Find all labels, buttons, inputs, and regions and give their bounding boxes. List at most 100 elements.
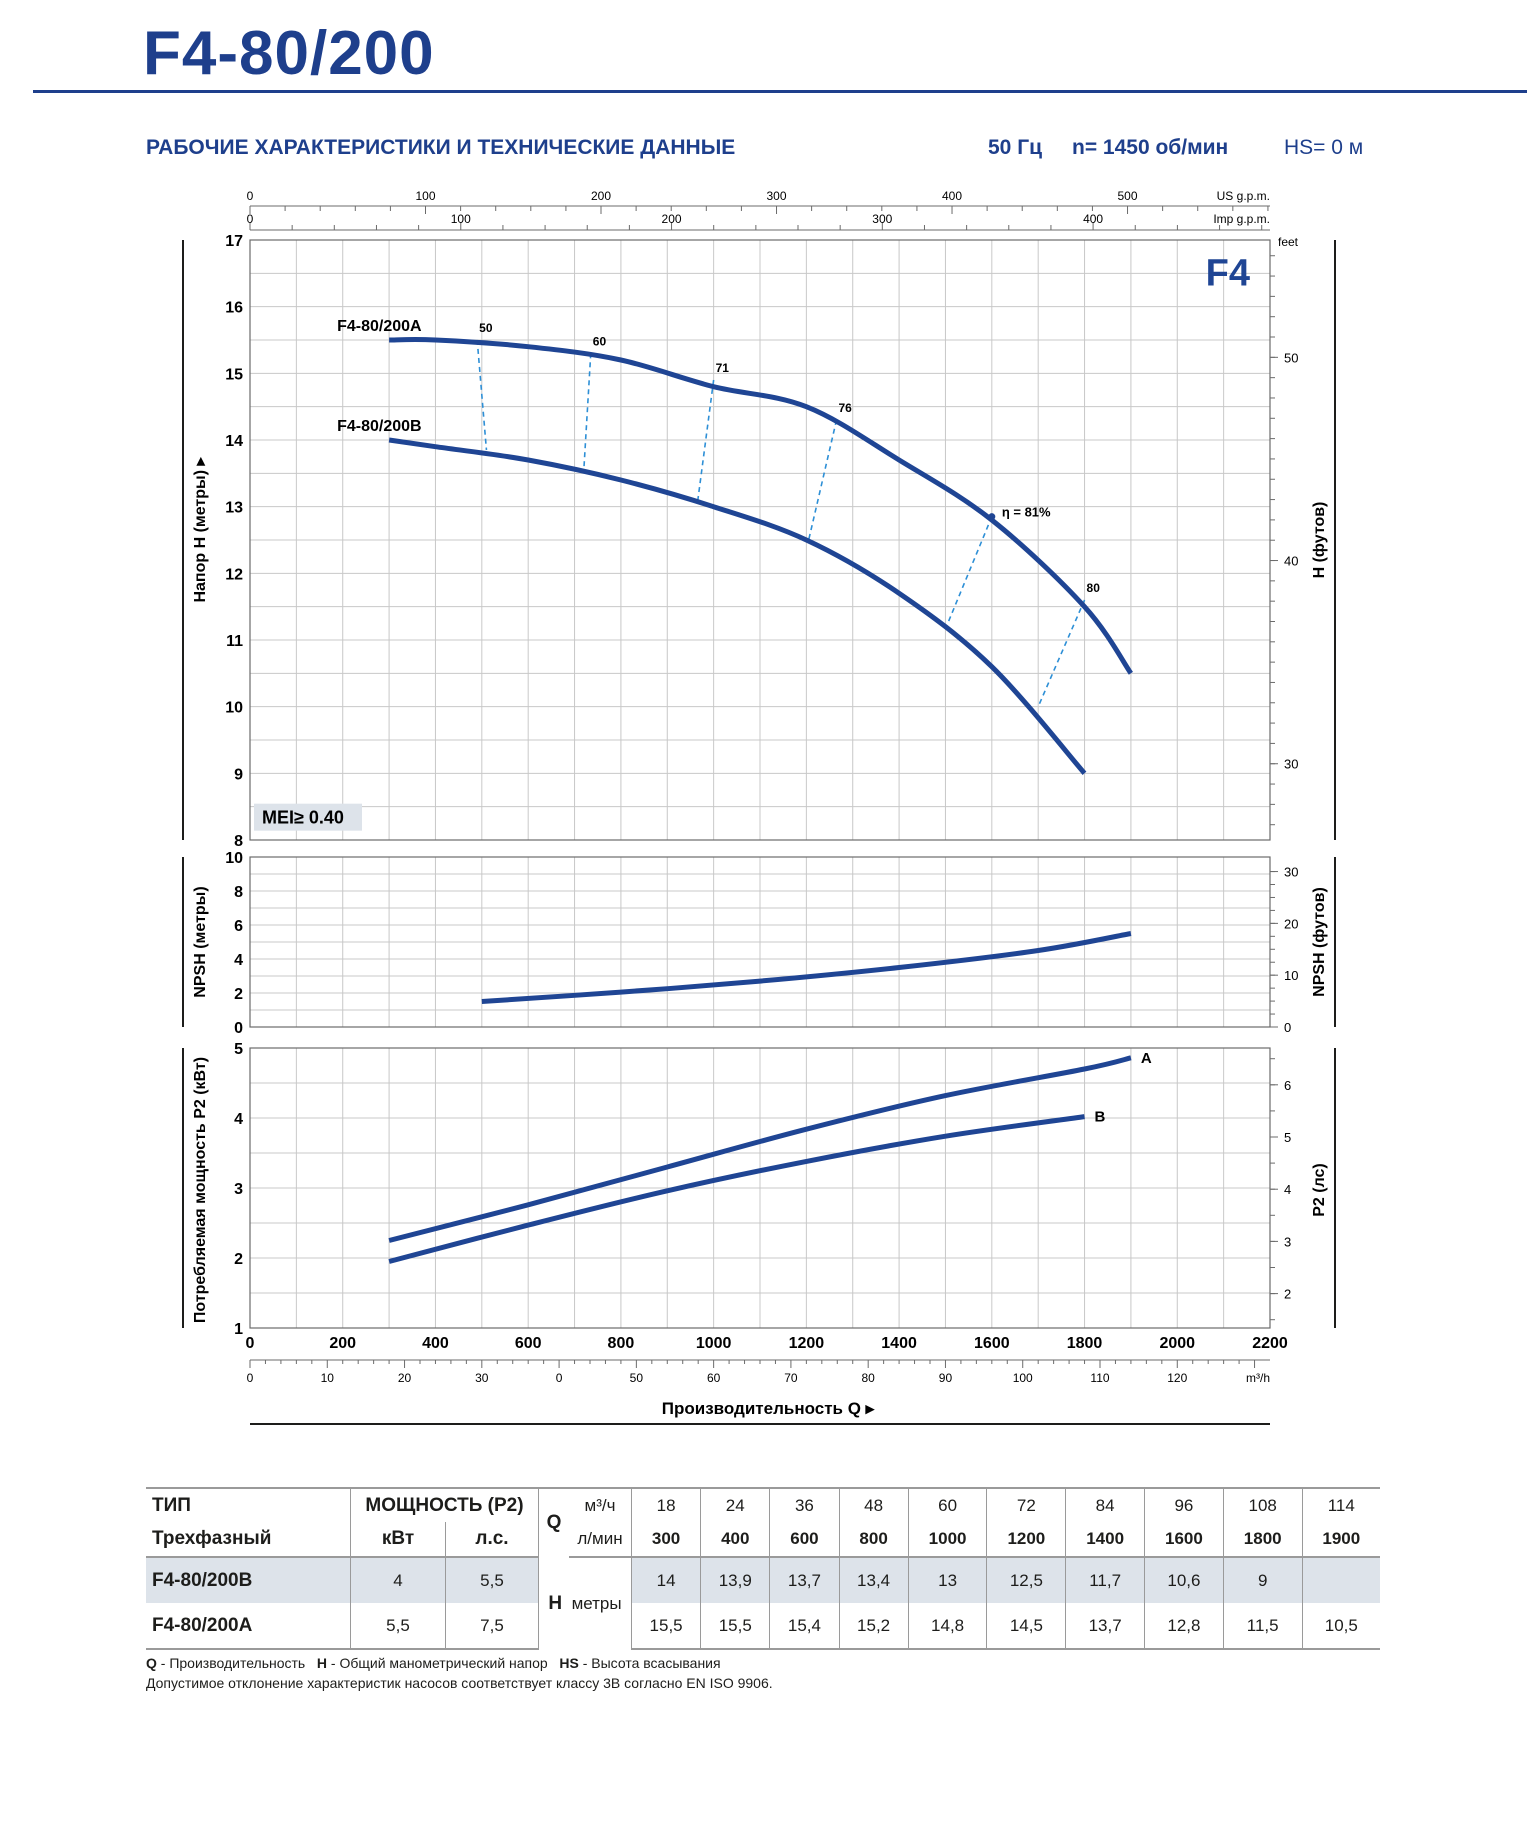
imp-gpm-tick-label: 300 (872, 212, 892, 226)
npsh-tick-label: 4 (234, 952, 243, 969)
m3h-tick-label: 100 (1013, 1371, 1033, 1385)
head-tick-label: 16 (225, 300, 243, 317)
head-tick-label: 14 (225, 433, 243, 450)
flow-x-label: Производительность Q ▸ (662, 1399, 876, 1418)
head-cell: 9 (1222, 1557, 1303, 1603)
pump-data-table: ТИП МОЩНОСТЬ (P2) Q м³/ч 18 24 36 48 60 … (146, 1487, 1380, 1650)
feet-right-tick-label: 40 (1284, 554, 1298, 569)
q-lmin-cell: 1900 (1301, 1522, 1380, 1558)
head-cell: 12,8 (1144, 1603, 1224, 1650)
imp-gpm-tick-label: 100 (451, 212, 471, 226)
head-curve-b (388, 437, 1087, 775)
lmin-unit: л/мин (569, 1522, 632, 1558)
flow-lmin-tick-label: 400 (422, 1335, 449, 1352)
hp-right-tick-label: 4 (1284, 1182, 1291, 1197)
kw-cell: 4 (350, 1557, 446, 1603)
power-tick-label: 3 (234, 1181, 243, 1198)
head-tick-label: 11 (226, 633, 243, 650)
us-gpm-tick-label: 500 (1118, 189, 1138, 203)
kw-header: кВт (350, 1522, 446, 1558)
efficiency-label: 80 (1087, 581, 1101, 595)
speed-label: n= 1450 об/мин (1072, 136, 1229, 159)
flow-lmin-tick-label: 200 (329, 1335, 356, 1352)
q-lmin-cell: 800 (838, 1522, 909, 1558)
head-cell: 15,5 (700, 1603, 770, 1650)
us-gpm-tick-label: 400 (942, 189, 962, 203)
us-gpm-tick-label: 100 (415, 189, 435, 203)
mei-label: MEI≥ 0.40 (262, 808, 344, 828)
power-frame (249, 1047, 1271, 1329)
head-cell: 14 (630, 1557, 701, 1603)
tolerance-note: Допустимое отклонение характеристик насо… (146, 1675, 773, 1691)
q-lmin-cell: 1600 (1144, 1522, 1224, 1558)
q-m3h-cell: 114 (1301, 1487, 1380, 1522)
efficiency-line (476, 339, 488, 451)
feet-unit-label: feet (1278, 235, 1299, 249)
section-subtitle: РАБОЧИЕ ХАРАКТЕРИСТИКИ И ТЕХНИЧЕСКИЕ ДАН… (146, 136, 736, 159)
table-row: F4-80/200B 4 5,5 H метры 14 13,9 13,7 13… (146, 1557, 1380, 1649)
m3h-tick-label: 90 (939, 1371, 953, 1385)
q-m3h-cell: 72 (986, 1487, 1066, 1522)
npsh-tick-label: 0 (234, 1020, 243, 1037)
m3h-tick-label: 50 (630, 1371, 644, 1385)
head-cell: 12,5 (986, 1557, 1066, 1603)
legend-q-text: - Производительность (156, 1655, 306, 1671)
head-cell (1301, 1557, 1380, 1603)
head-cell: 15,2 (838, 1603, 909, 1650)
power-tick-label: 1 (234, 1321, 243, 1338)
npsh-feet-right-tick-label: 20 (1284, 916, 1298, 931)
flow-lmin-tick-label: 1800 (1067, 1335, 1103, 1352)
head-cell: 13,4 (838, 1557, 909, 1603)
hp-header: л.с. (445, 1522, 539, 1558)
m3h-tick-label: 30 (475, 1371, 489, 1385)
series-label-b: F4-80/200B (337, 418, 422, 435)
feet-right-tick-label: 50 (1284, 350, 1298, 365)
q-m3h-cell: 24 (700, 1487, 770, 1522)
model-cell: F4-80/200A (146, 1603, 351, 1650)
head-cell: 15,5 (630, 1603, 701, 1650)
m3h-tick-label: 0 (247, 1371, 254, 1385)
series-badge: F4 (1206, 252, 1250, 294)
legend-hs-key: HS (559, 1655, 579, 1671)
m3h-tick-label: 110 (1090, 1371, 1109, 1385)
m3h-tick-label: 60 (707, 1371, 721, 1385)
head-tick-label: 12 (225, 566, 243, 583)
power-series-label-a: A (1141, 1050, 1152, 1067)
head-cell: 13,7 (769, 1557, 840, 1603)
head-y-label: Напор H (метры) ▸ (192, 457, 209, 603)
q-m3h-cell: 96 (1144, 1487, 1224, 1522)
npsh-feet-right-tick-label: 30 (1284, 865, 1298, 880)
power-y-right-label: P2 (лс) (1311, 1163, 1328, 1217)
efficiency-label: 60 (593, 334, 607, 348)
type-header: ТИП (146, 1487, 351, 1522)
head-cell: 13,9 (700, 1557, 770, 1603)
npsh-frame (249, 856, 1271, 1028)
flow-lmin-tick-label: 2000 (1159, 1335, 1195, 1352)
power-tick-label: 4 (234, 1111, 243, 1128)
efficiency-line (696, 379, 715, 504)
head-cell: 11,5 (1222, 1603, 1303, 1650)
suction-height-label: HS= 0 м (1284, 136, 1364, 159)
power-curve-a (388, 1055, 1132, 1243)
imp-gpm-tick-label: 0 (247, 212, 254, 226)
us-gpm-tick-label: 300 (767, 189, 787, 203)
imp-gpm-tick-label: 200 (662, 212, 682, 226)
q-m3h-cell: 84 (1065, 1487, 1145, 1522)
bep-marker (988, 513, 996, 521)
q-m3h-cell: 48 (838, 1487, 909, 1522)
power-curve-b (388, 1114, 1085, 1264)
flow-lmin-tick-label: 1200 (789, 1335, 825, 1352)
q-letter: Q (538, 1487, 569, 1557)
flow-lmin-tick-label: 800 (608, 1335, 635, 1352)
us-gpm-unit: US g.p.m. (1217, 189, 1270, 203)
feet-right-tick-label: 30 (1284, 757, 1298, 772)
series-label-a: F4-80/200A (337, 318, 422, 335)
power-header: МОЩНОСТЬ (P2) (350, 1487, 539, 1522)
head-curve-a (389, 337, 1133, 675)
m3h-tick-label: 120 (1167, 1371, 1187, 1385)
legend-h-key: H (316, 1655, 328, 1671)
head-cell: 10,6 (1144, 1557, 1224, 1603)
q-m3h-cell: 60 (907, 1487, 987, 1522)
kw-cell: 5,5 (350, 1603, 446, 1650)
head-cell: 15,4 (769, 1603, 840, 1650)
